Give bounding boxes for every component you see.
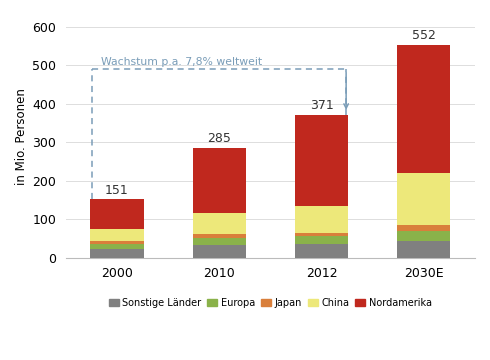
Text: 371: 371 [310, 99, 334, 112]
Bar [193, 148, 246, 213]
Bar [397, 173, 450, 225]
Bar [397, 225, 450, 230]
Bar [91, 240, 144, 244]
Bar [91, 249, 144, 257]
Bar [397, 45, 450, 173]
Bar [91, 244, 144, 249]
Bar [397, 230, 450, 241]
Bar [193, 213, 246, 234]
Legend: Sonstige Länder, Europa, Japan, China, Nordamerika: Sonstige Länder, Europa, Japan, China, N… [105, 294, 436, 312]
Text: 285: 285 [207, 132, 231, 145]
Bar [295, 244, 348, 257]
Text: 151: 151 [105, 184, 129, 197]
Bar [295, 233, 348, 237]
Text: Wachstum p.a. 7,8% weltweit: Wachstum p.a. 7,8% weltweit [100, 57, 262, 67]
Text: 552: 552 [412, 29, 436, 42]
Bar [295, 115, 348, 206]
Bar [295, 237, 348, 244]
Bar [295, 206, 348, 233]
Bar [91, 229, 144, 240]
Bar [397, 241, 450, 257]
Bar [91, 199, 144, 229]
Y-axis label: in Mio. Personen: in Mio. Personen [15, 88, 28, 185]
Bar [193, 238, 246, 245]
Bar [193, 245, 246, 257]
Bar [193, 234, 246, 238]
